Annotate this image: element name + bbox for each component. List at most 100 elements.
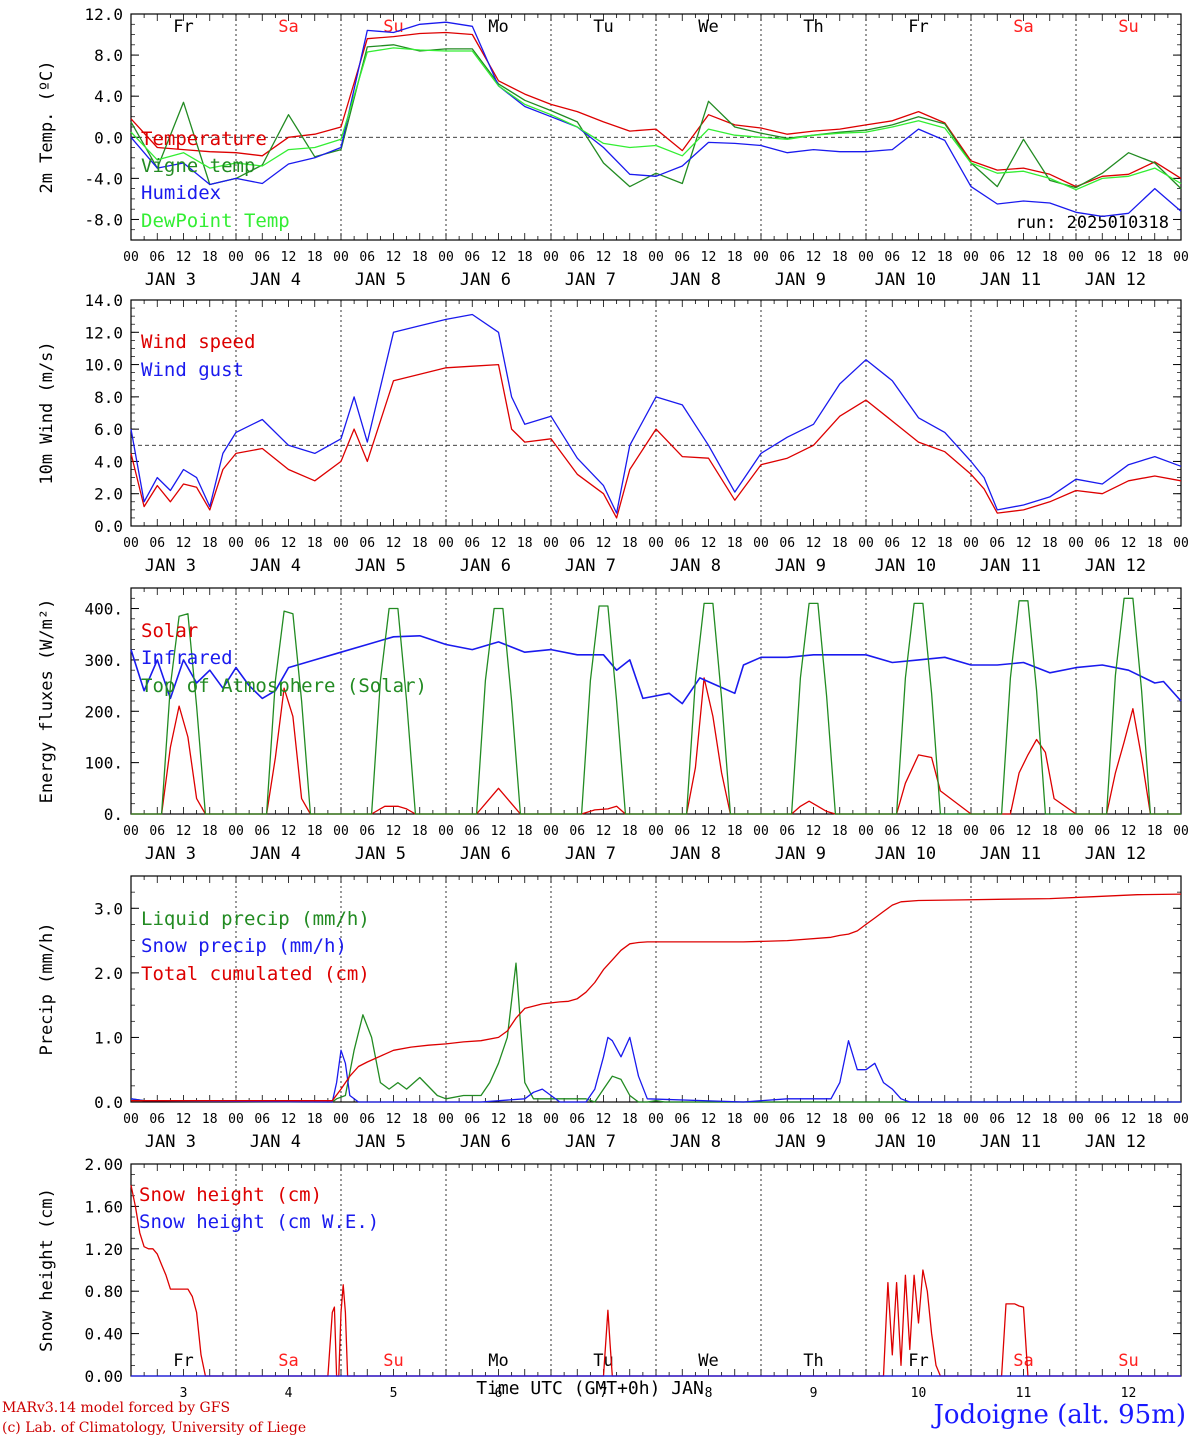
y-tick-label: 0.80 bbox=[84, 1282, 123, 1301]
date-label: JAN 7 bbox=[565, 270, 616, 290]
x-tick-label: 00 bbox=[753, 824, 769, 839]
y-tick-label: 200. bbox=[84, 702, 123, 721]
date-label: JAN 5 bbox=[355, 556, 406, 576]
x-tick-label: 00 bbox=[1068, 1112, 1084, 1127]
date-label: JAN 12 bbox=[1085, 270, 1146, 290]
x-tick-label: 12 bbox=[176, 536, 192, 551]
series-line bbox=[130, 1036, 1181, 1103]
x-tick-label: 06 bbox=[674, 250, 690, 265]
date-label: JAN 4 bbox=[250, 844, 301, 864]
x-tick-label: 18 bbox=[832, 824, 848, 839]
x-tick-label: 06 bbox=[464, 1112, 480, 1127]
weekday-label: Fr bbox=[908, 17, 928, 37]
x-tick-label: 18 bbox=[622, 824, 638, 839]
x-tick-label: 18 bbox=[202, 824, 218, 839]
x-tick-label: 00 bbox=[438, 536, 454, 551]
y-tick-label: 0.0 bbox=[94, 128, 123, 147]
y-axis-label: 2m Temp. (ºC) bbox=[37, 60, 57, 193]
x-tick-label: 18 bbox=[517, 1112, 533, 1127]
x-tick-label: 18 bbox=[1147, 824, 1163, 839]
x-tick-label: 06 bbox=[779, 1112, 795, 1127]
x-tick-label: 12 bbox=[281, 824, 297, 839]
x-tick-label: 18 bbox=[727, 1112, 743, 1127]
x-tick-label: 00 bbox=[438, 250, 454, 265]
x-tick-label: 00 bbox=[1173, 824, 1189, 839]
x-tick-label: 12 bbox=[911, 824, 927, 839]
x-tick-label: 12 bbox=[491, 536, 507, 551]
date-label: JAN 6 bbox=[460, 270, 511, 290]
x-tick-label: 06 bbox=[674, 824, 690, 839]
x-tick-label: 12 bbox=[596, 536, 612, 551]
series-line bbox=[131, 893, 1182, 1102]
day-number-label: 6 bbox=[495, 1386, 503, 1400]
x-tick-label: 12 bbox=[701, 250, 717, 265]
legend-entry: DewPoint Temp bbox=[141, 210, 290, 232]
y-axis-label: Snow height (cm) bbox=[37, 1188, 57, 1352]
x-tick-label: 12 bbox=[596, 250, 612, 265]
x-tick-label: 06 bbox=[569, 536, 585, 551]
legend-entry: Infrared bbox=[141, 647, 233, 669]
y-tick-label: 2.0 bbox=[94, 485, 123, 504]
x-tick-label: 18 bbox=[1147, 1112, 1163, 1127]
date-label: JAN 9 bbox=[775, 1132, 826, 1152]
x-tick-label: 06 bbox=[989, 1112, 1005, 1127]
date-label: JAN 9 bbox=[775, 556, 826, 576]
weekday-label: Tu bbox=[593, 1351, 613, 1371]
x-tick-label: 18 bbox=[307, 824, 323, 839]
date-label: JAN 11 bbox=[980, 844, 1041, 864]
legend-entry: Wind speed bbox=[141, 331, 255, 353]
x-tick-label: 18 bbox=[307, 1112, 323, 1127]
date-label: JAN 4 bbox=[250, 270, 301, 290]
x-tick-label: 18 bbox=[937, 250, 953, 265]
x-tick-label: 18 bbox=[202, 250, 218, 265]
x-tick-label: 18 bbox=[937, 536, 953, 551]
x-tick-label: 12 bbox=[1016, 824, 1032, 839]
x-tick-label: 12 bbox=[1121, 250, 1137, 265]
y-tick-label: 2.0 bbox=[94, 964, 123, 983]
weekday-label: Sa bbox=[278, 1351, 298, 1371]
x-tick-label: 12 bbox=[806, 250, 822, 265]
x-tick-label: 18 bbox=[622, 250, 638, 265]
legend-entry: Snow precip (mm/h) bbox=[141, 935, 347, 957]
date-label: JAN 4 bbox=[250, 1132, 301, 1152]
date-label: JAN 8 bbox=[670, 844, 721, 864]
station-label: Jodoigne (alt. 95m) bbox=[933, 1400, 1186, 1430]
y-tick-label: -8.0 bbox=[84, 210, 123, 229]
x-tick-label: 00 bbox=[648, 250, 664, 265]
x-tick-label: 12 bbox=[176, 824, 192, 839]
x-tick-label: 00 bbox=[333, 250, 349, 265]
x-tick-label: 06 bbox=[359, 1112, 375, 1127]
weekday-label: Th bbox=[803, 1351, 823, 1371]
x-tick-label: 12 bbox=[386, 824, 402, 839]
date-label: JAN 11 bbox=[980, 1132, 1041, 1152]
y-tick-label: 0.0 bbox=[94, 517, 123, 536]
day-number-label: 4 bbox=[285, 1386, 293, 1400]
y-tick-label: 100. bbox=[84, 754, 123, 773]
date-label: JAN 6 bbox=[460, 556, 511, 576]
legend-entry: Vigne temp bbox=[141, 155, 255, 177]
x-tick-label: 06 bbox=[1094, 536, 1110, 551]
x-tick-label: 12 bbox=[596, 824, 612, 839]
x-tick-label: 12 bbox=[701, 1112, 717, 1127]
x-tick-label: 00 bbox=[1068, 536, 1084, 551]
x-tick-label: 00 bbox=[543, 1112, 559, 1127]
x-tick-label: 06 bbox=[254, 536, 270, 551]
legend-entry: Snow height (cm W.E.) bbox=[139, 1211, 379, 1233]
legend-entry: Total cumulated (cm) bbox=[141, 963, 370, 985]
y-tick-label: 3.0 bbox=[94, 899, 123, 918]
x-tick-label: 06 bbox=[359, 824, 375, 839]
y-axis-label: 10m Wind (m/s) bbox=[37, 341, 57, 484]
x-tick-label: 06 bbox=[254, 250, 270, 265]
x-tick-label: 18 bbox=[1042, 1112, 1058, 1127]
series-line bbox=[130, 31, 1182, 188]
x-tick-label: 12 bbox=[386, 536, 402, 551]
date-label: JAN 3 bbox=[145, 844, 196, 864]
x-tick-label: 00 bbox=[543, 250, 559, 265]
day-number-label: 12 bbox=[1121, 1386, 1137, 1400]
series-line bbox=[130, 962, 1181, 1103]
x-tick-label: 06 bbox=[1094, 250, 1110, 265]
date-label: JAN 10 bbox=[875, 556, 936, 576]
date-label: JAN 12 bbox=[1085, 1132, 1146, 1152]
weekday-label: Su bbox=[383, 17, 403, 37]
series-line bbox=[130, 634, 1182, 705]
